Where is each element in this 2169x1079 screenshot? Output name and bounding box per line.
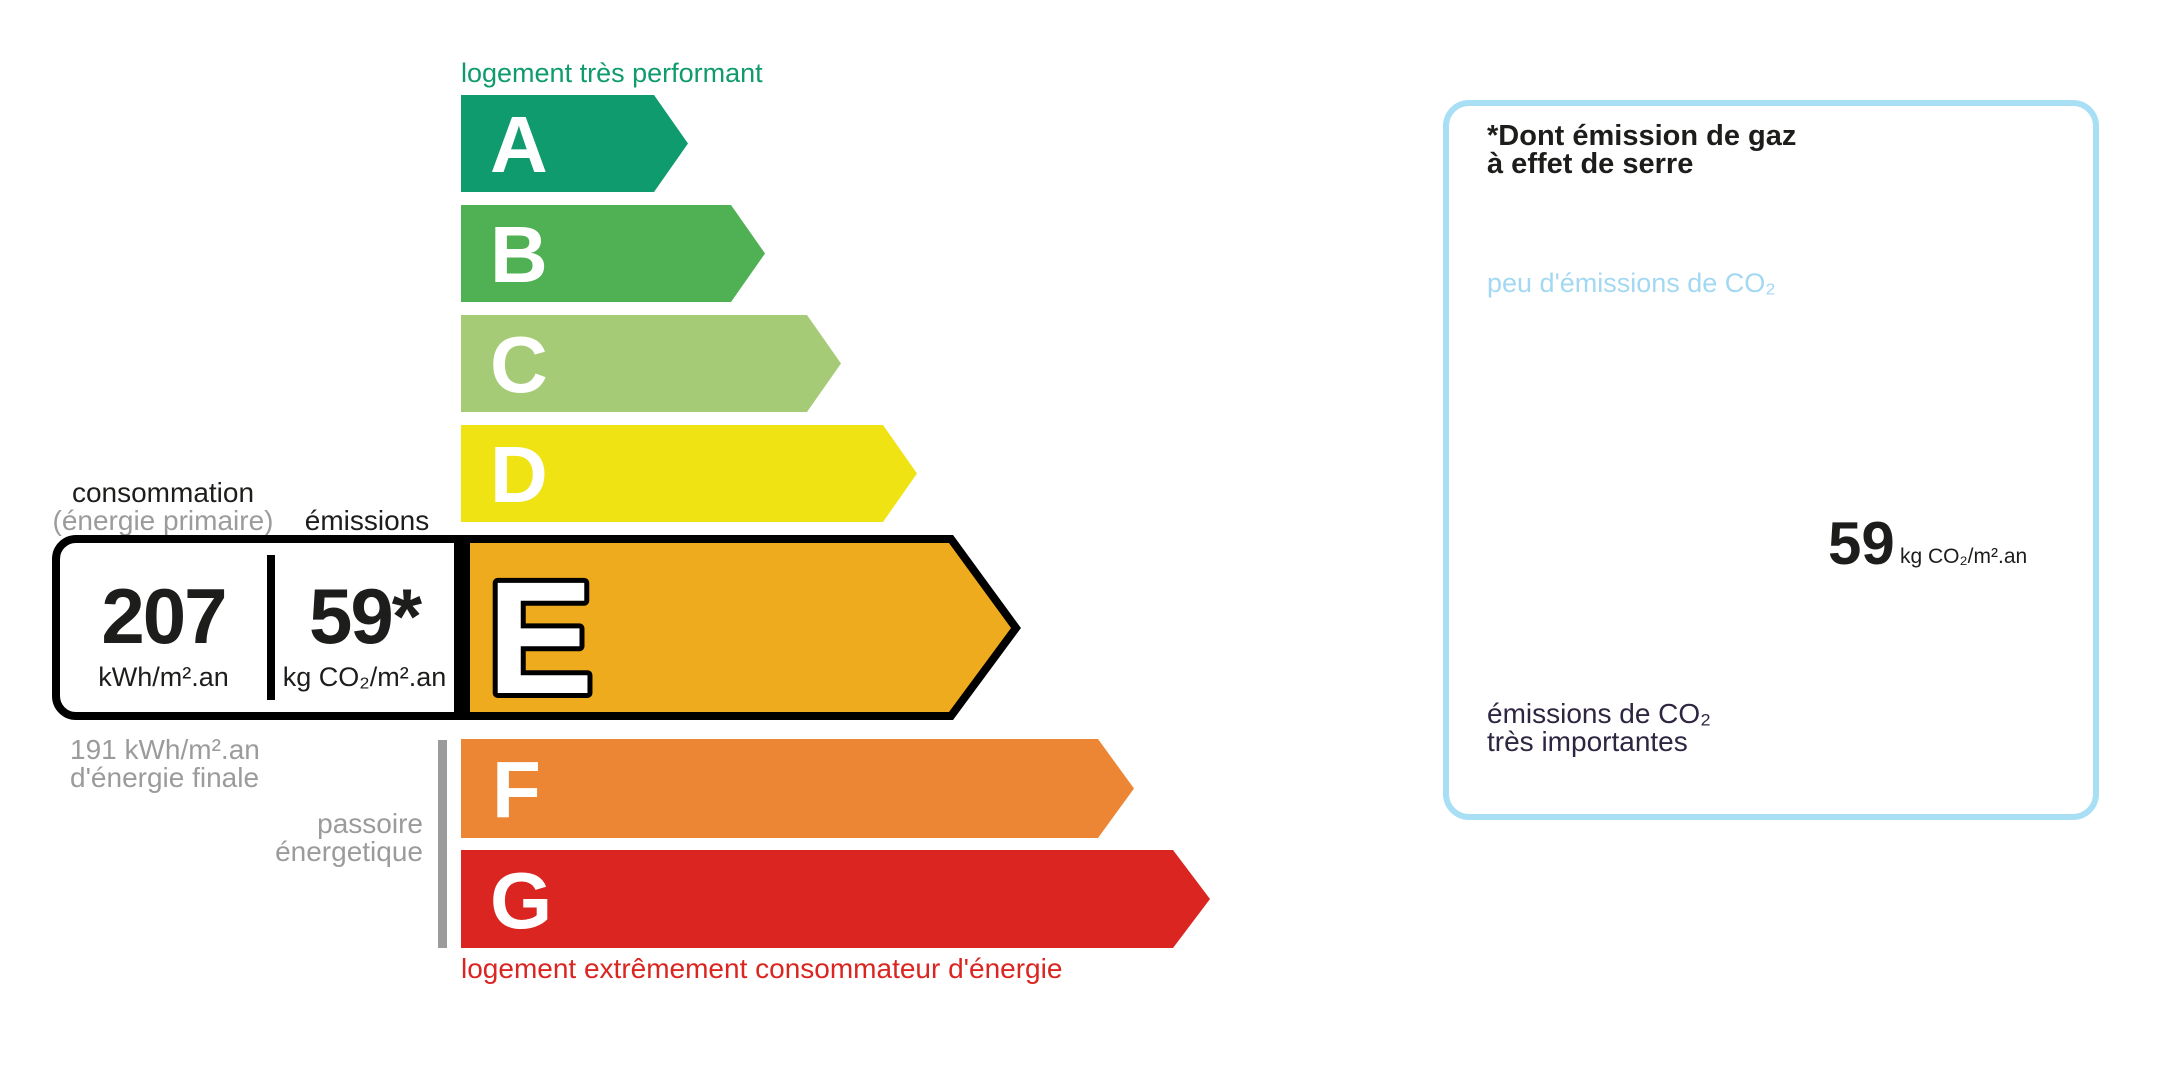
passoire-bracket-bar: [438, 740, 447, 948]
energy-bar-a: [461, 95, 688, 192]
passoire-label-line1: passoire: [317, 808, 423, 839]
passoire-label-line2: énergetique: [275, 836, 423, 867]
energy-bar-b: [461, 205, 765, 302]
consumption-subheader: (énergie primaire): [52, 505, 274, 536]
energy-class-b-letter: B: [490, 210, 548, 299]
consumption-unit: kWh/m².an: [98, 661, 229, 692]
emissions-unit: kg CO₂/m².an: [282, 661, 447, 692]
co2-low-emissions-label: peu d'émissions de CO₂: [1487, 268, 1776, 298]
energy-class-f-letter: F: [492, 745, 541, 834]
top-performance-label: logement très performant: [461, 58, 763, 88]
co2-high-emissions-label-line2: très importantes: [1487, 726, 1688, 757]
consumption-cell: 207 kWh/m².an: [60, 543, 267, 712]
energy-class-c-letter: C: [490, 320, 548, 409]
emissions-value: 59*: [308, 571, 422, 660]
energy-class-e-letter: E: [487, 548, 594, 727]
co2-value: 59: [1828, 510, 1895, 577]
ghg-panel-title-line2: à effet de serre: [1487, 148, 1694, 180]
energy-bar-g: [461, 850, 1210, 948]
energy-bar-e-selected: [462, 535, 1021, 720]
consumption-header: consommation: [71, 477, 255, 508]
final-energy-value: 191 kWh/m².an: [70, 734, 260, 765]
value-box-divider: [267, 555, 275, 700]
energy-class-d-letter: D: [490, 430, 548, 519]
energy-class-a-letter: A: [490, 100, 548, 189]
consumption-value: 207: [101, 571, 227, 660]
ghg-panel-frame: [1443, 100, 2099, 820]
energy-bar-c: [461, 315, 841, 412]
dpe-value-box: 207 kWh/m².an 59* kg CO₂/m².an: [52, 535, 462, 720]
energy-class-g-letter: G: [490, 856, 552, 945]
co2-high-emissions-label-line1: émissions de CO₂: [1487, 698, 1712, 729]
emissions-cell: 59* kg CO₂/m².an: [275, 543, 454, 712]
energy-bar-f: [461, 739, 1134, 838]
bottom-consumer-label: logement extrêmement consommateur d'éner…: [461, 953, 1063, 984]
energy-bar-d: [461, 425, 917, 522]
emissions-header: émissions: [304, 505, 430, 536]
ghg-panel-title-line1: *Dont émission de gaz: [1487, 120, 1797, 152]
co2-value-unit: kg CO₂/m².an: [1900, 545, 2028, 568]
final-energy-label: d'énergie finale: [70, 762, 260, 793]
